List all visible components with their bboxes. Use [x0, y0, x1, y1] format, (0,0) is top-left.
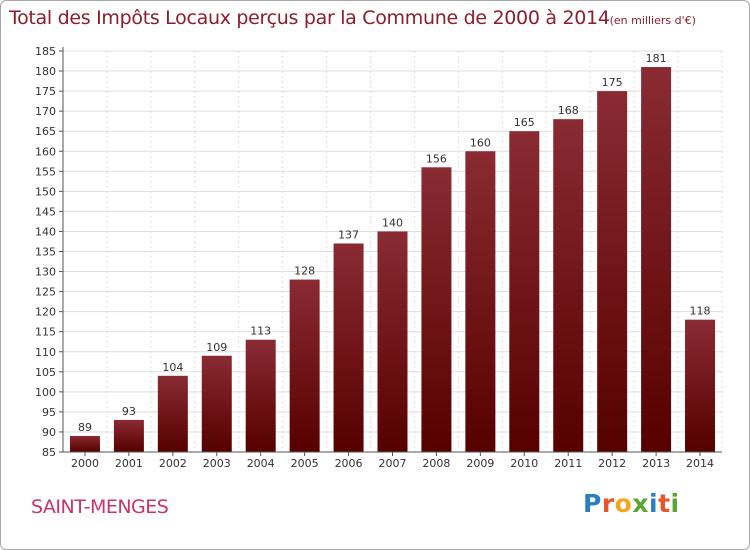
bar-value-label: 89 [78, 421, 92, 434]
x-tick-label: 2003 [203, 457, 231, 470]
brand-logo: Proxiti [583, 489, 680, 518]
bar [421, 167, 452, 453]
bar-value-label: 137 [338, 228, 359, 241]
bar-value-label: 93 [122, 405, 136, 418]
labels: 85 90 95 100 105 110 115 120 125 130 135 140 145 150 1… [35, 45, 714, 470]
bars [69, 67, 716, 453]
bar [377, 231, 408, 452]
y-tick-label: 120 [35, 306, 56, 319]
bar [641, 67, 672, 452]
y-tick-label: 135 [35, 246, 56, 259]
y-tick-label: 155 [35, 165, 56, 178]
bar-value-label: 156 [426, 152, 447, 165]
bar [333, 243, 364, 452]
brand-letter: t [658, 489, 671, 518]
bar-value-label: 175 [602, 76, 623, 89]
commune-name: SAINT-MENGES [31, 496, 169, 518]
y-tick-label: 180 [35, 65, 56, 78]
x-tick-label: 2000 [71, 457, 99, 470]
brand-letter: r [601, 489, 615, 518]
bar [245, 339, 276, 452]
brand-letter: o [614, 489, 633, 518]
y-tick-label: 115 [35, 326, 56, 339]
bar [157, 375, 188, 452]
x-tick-label: 2002 [159, 457, 187, 470]
y-tick-label: 150 [35, 185, 56, 198]
y-tick-label: 110 [35, 346, 56, 359]
bar [465, 151, 496, 452]
chart-title: Total des Impôts Locaux perçus par la Co… [9, 7, 696, 29]
y-tick-label: 105 [35, 366, 56, 379]
y-tick-label: 100 [35, 386, 56, 399]
bar [113, 419, 144, 452]
y-tick-label: 160 [35, 145, 56, 158]
brand-letter: x [632, 489, 649, 518]
bar-value-label: 140 [382, 216, 403, 229]
x-tick-label: 2004 [247, 457, 275, 470]
y-tick-label: 95 [42, 406, 56, 419]
x-tick-label: 2009 [466, 457, 494, 470]
y-tick-label: 90 [42, 426, 56, 439]
axes [59, 47, 722, 456]
y-tick-label: 125 [35, 286, 56, 299]
bar-value-label: 168 [558, 104, 579, 117]
bar [201, 355, 232, 452]
brand-letter: P [583, 489, 602, 518]
brand-letter: i [670, 489, 680, 518]
brand-letter: i [649, 489, 659, 518]
x-tick-label: 2011 [554, 457, 582, 470]
chart-title-main: Total des Impôts Locaux perçus par la Co… [9, 7, 610, 29]
x-tick-label: 2005 [291, 457, 319, 470]
x-tick-label: 2014 [686, 457, 714, 470]
bar [289, 279, 320, 452]
bar-value-label: 181 [646, 52, 667, 65]
x-tick-label: 2007 [379, 457, 407, 470]
bar [685, 319, 716, 452]
bar [69, 435, 100, 452]
x-tick-label: 2013 [642, 457, 670, 470]
y-tick-label: 145 [35, 205, 56, 218]
y-tick-label: 140 [35, 225, 56, 238]
bar [509, 131, 540, 452]
y-tick-label: 130 [35, 266, 56, 279]
bar-value-label: 165 [514, 116, 535, 129]
chart-title-unit: (en milliers d'€) [609, 14, 696, 27]
bar [553, 119, 584, 453]
bar-value-label: 113 [250, 325, 271, 338]
y-tick-label: 85 [42, 446, 56, 459]
x-tick-label: 2006 [335, 457, 363, 470]
bar-value-label: 128 [294, 265, 315, 278]
bar-value-label: 109 [206, 341, 227, 354]
bar-value-label: 160 [470, 136, 491, 149]
bar-value-label: 104 [162, 361, 183, 374]
y-tick-label: 175 [35, 85, 56, 98]
bar-value-label: 118 [690, 305, 711, 318]
x-tick-label: 2010 [510, 457, 538, 470]
x-tick-label: 2001 [115, 457, 143, 470]
y-tick-label: 185 [35, 45, 56, 58]
x-tick-label: 2008 [422, 457, 450, 470]
y-tick-label: 170 [35, 105, 56, 118]
bar [597, 91, 628, 452]
y-tick-label: 165 [35, 125, 56, 138]
x-tick-label: 2012 [598, 457, 626, 470]
